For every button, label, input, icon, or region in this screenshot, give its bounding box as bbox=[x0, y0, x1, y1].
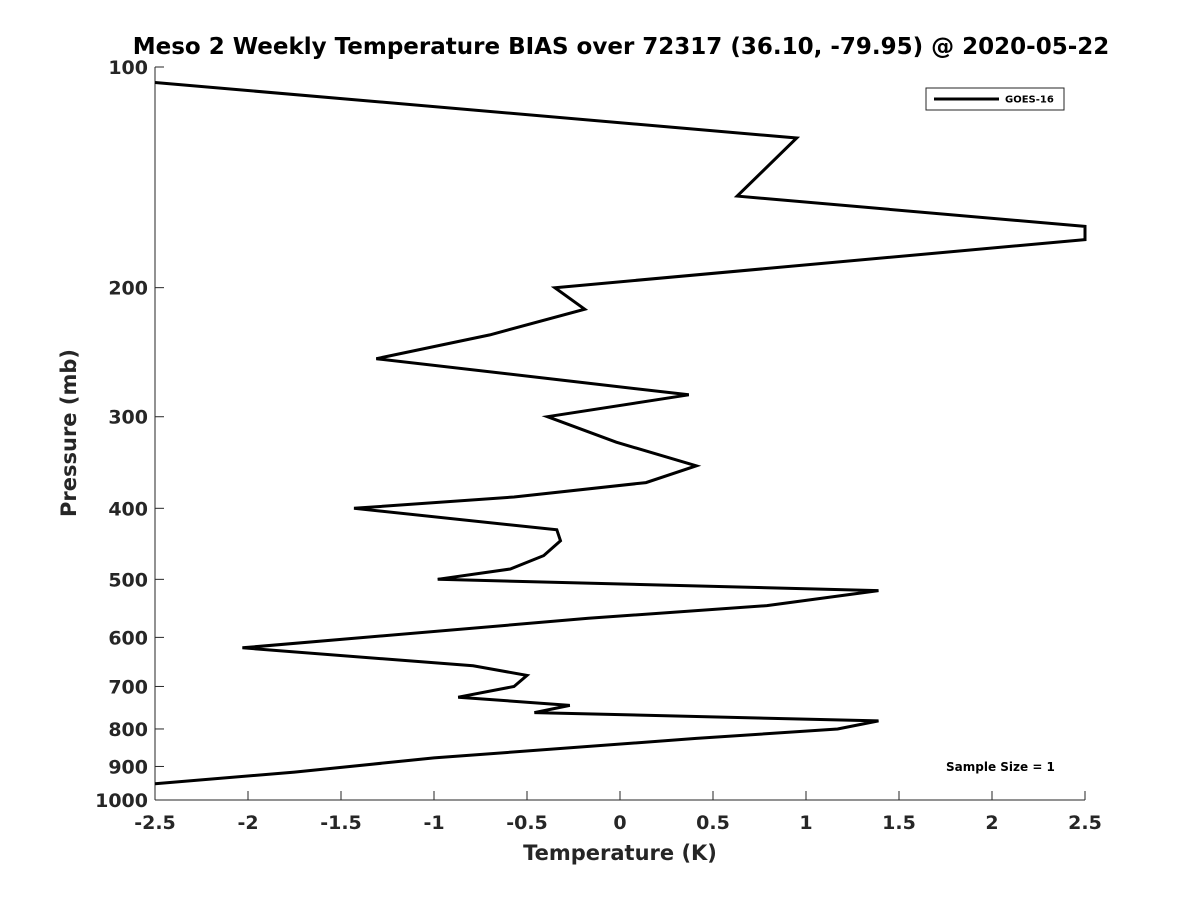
y-tick-label: 100 bbox=[108, 57, 148, 79]
x-tick-label: 1.5 bbox=[882, 812, 916, 834]
y-tick-label: 500 bbox=[108, 569, 148, 591]
chart-title: Meso 2 Weekly Temperature BIAS over 7231… bbox=[133, 34, 1110, 60]
x-tick-label: 2.5 bbox=[1068, 812, 1102, 834]
x-axis-label: Temperature (K) bbox=[523, 841, 717, 865]
y-tick-label: 600 bbox=[108, 627, 148, 649]
y-tick-label: 800 bbox=[108, 719, 148, 741]
y-tick-label: 400 bbox=[108, 498, 148, 520]
x-tick-label: -2 bbox=[237, 812, 258, 834]
x-tick-label: -0.5 bbox=[506, 812, 548, 834]
y-ticks: 100 200 300 400 500 600 700 800 900 1000 bbox=[95, 57, 164, 812]
legend: GOES-16 bbox=[925, 87, 1065, 111]
x-tick-label: 1 bbox=[799, 812, 812, 834]
y-tick-label: 1000 bbox=[95, 790, 148, 812]
x-tick-label: 0 bbox=[613, 812, 626, 834]
x-ticks: -2.5 -2 -1.5 -1 -0.5 0 0.5 1 1.5 2 2.5 bbox=[134, 791, 1102, 834]
y-tick-label: 300 bbox=[108, 407, 148, 429]
x-tick-label: -2.5 bbox=[134, 812, 176, 834]
series-layer bbox=[154, 81, 1087, 786]
legend-label-goes-16: GOES-16 bbox=[1005, 95, 1054, 106]
x-tick-label: -1 bbox=[423, 812, 444, 834]
axes-box bbox=[155, 67, 1085, 800]
plot-area: -2.5 -2 -1.5 -1 -0.5 0 0.5 1 1.5 2 2.5 100 200 300 40… bbox=[95, 57, 1102, 834]
x-tick-label: 0.5 bbox=[696, 812, 730, 834]
series-line-goes-16 bbox=[154, 81, 1087, 786]
x-tick-label: 2 bbox=[985, 812, 998, 834]
sample-size-annotation: Sample Size = 1 bbox=[946, 760, 1055, 774]
x-tick-label: -1.5 bbox=[320, 812, 362, 834]
y-tick-label: 900 bbox=[108, 756, 148, 778]
y-axis-label: Pressure (mb) bbox=[57, 349, 81, 517]
y-tick-label: 200 bbox=[108, 278, 148, 300]
y-tick-label: 700 bbox=[108, 676, 148, 698]
